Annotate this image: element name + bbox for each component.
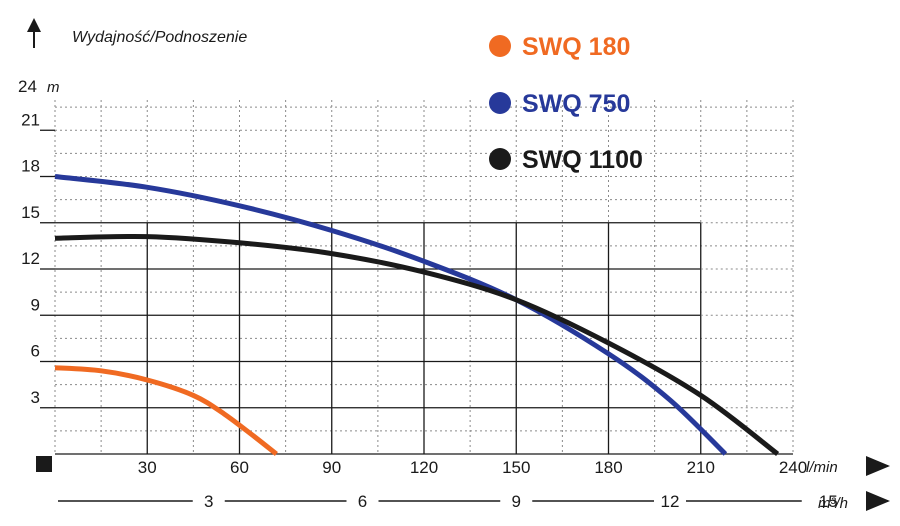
legend-dot: [489, 92, 511, 114]
origin-square-icon: [36, 456, 52, 472]
y-axis-unit: m: [47, 79, 60, 96]
legend: SWQ 180 SWQ 750 SWQ 1100: [489, 33, 643, 174]
legend-dot: [489, 35, 511, 57]
x2-axis-unit: m³/h: [818, 495, 848, 512]
x2-tick-label: 15: [819, 492, 838, 511]
legend-label: SWQ 180: [522, 33, 630, 61]
y-tick-label: 18: [21, 157, 40, 176]
legend-dot: [489, 148, 511, 170]
x-tick-label: 60: [230, 458, 249, 477]
curve-swq-1100: [54, 233, 780, 456]
x-axis-unit: l/min: [806, 459, 838, 476]
curves: [54, 174, 780, 456]
legend-label: SWQ 750: [522, 90, 630, 118]
x2-tick-label: 3: [204, 492, 213, 511]
x-tick-label: 90: [322, 458, 341, 477]
x-tick-label: 240: [779, 458, 807, 477]
x-tick-label: 30: [138, 458, 157, 477]
curve-swq-750: [54, 174, 728, 456]
grid: [54, 100, 794, 454]
x-tick-label: 210: [687, 458, 715, 477]
x2-tick-label: 12: [661, 492, 680, 511]
x2-tick-label: 6: [358, 492, 367, 511]
chart-title: Wydajność/Podnoszenie: [72, 29, 247, 46]
legend-label: SWQ 1100: [522, 146, 643, 174]
y-axis-arrow-icon: [27, 18, 41, 48]
y-axis-top-value: 24: [18, 77, 37, 96]
x-tick-label: 180: [594, 458, 622, 477]
y-tick-label: 21: [21, 110, 40, 129]
y-tick-label: 15: [21, 203, 40, 222]
x-tick-label: 150: [502, 458, 530, 477]
y-tick-labels: 3 6 9 12 15 18 21: [21, 110, 55, 409]
secondary-x-axis: 3 6 9 12 15: [58, 492, 838, 511]
y-tick-label: 12: [21, 249, 40, 268]
x-tick-label: 120: [410, 458, 438, 477]
x2-tick-label: 9: [512, 492, 521, 511]
y-tick-label: 9: [31, 295, 40, 314]
y-tick-label: 3: [31, 388, 40, 407]
x-tick-labels: 30 60 90 120 150 180 210 240: [55, 453, 807, 477]
curve-swq-180: [54, 365, 278, 456]
y-tick-label: 6: [31, 342, 40, 361]
